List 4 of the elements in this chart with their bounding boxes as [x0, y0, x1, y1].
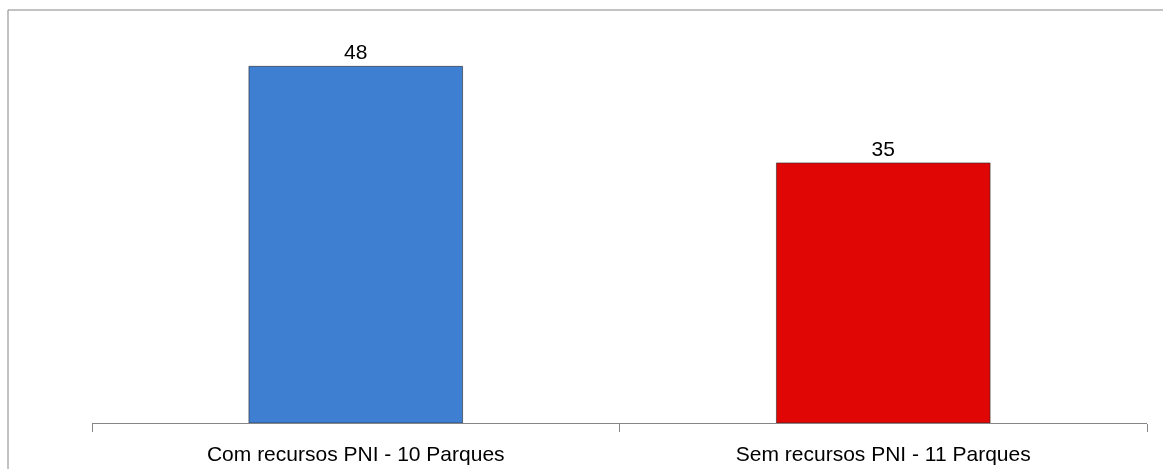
data-label: 35 — [871, 136, 895, 160]
data-label: 48 — [344, 40, 368, 64]
x-tick-label: Sem recursos PNI - 11 Parques — [735, 442, 1031, 466]
x-tick-label: Com recursos PNI - 10 Parques — [206, 442, 505, 466]
